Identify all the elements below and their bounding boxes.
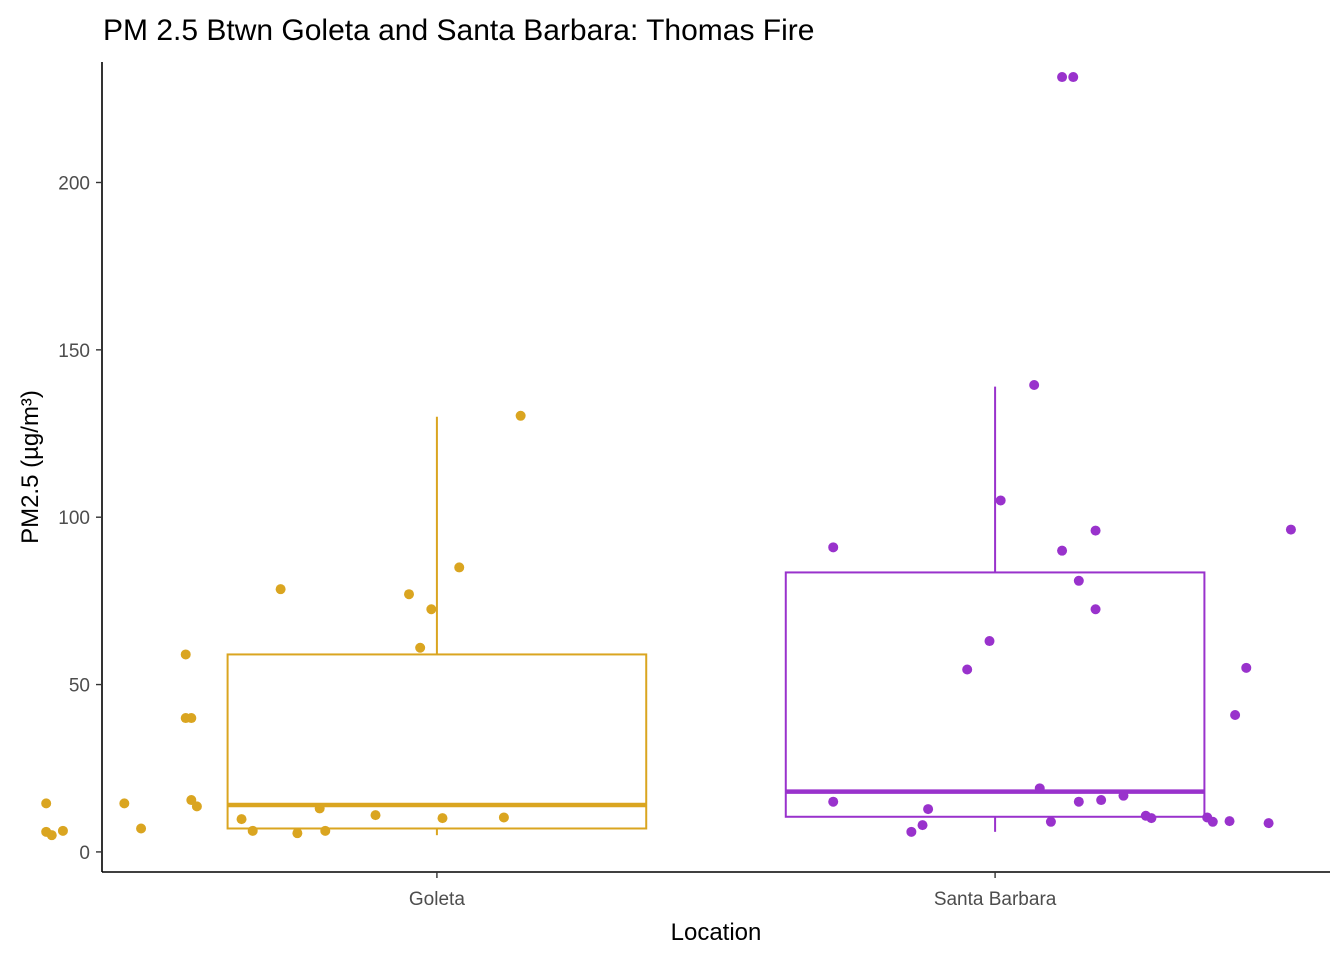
y-tick-label: 0	[79, 843, 90, 864]
data-point	[415, 642, 426, 653]
data-point	[191, 801, 202, 812]
data-point	[1241, 662, 1252, 673]
data-point	[1090, 525, 1101, 536]
data-point	[1057, 545, 1068, 556]
data-point	[906, 826, 917, 837]
data-point	[1146, 813, 1157, 824]
data-point	[247, 825, 258, 836]
data-point	[1224, 816, 1235, 827]
data-point	[119, 798, 130, 809]
data-point	[136, 823, 147, 834]
data-point	[437, 813, 448, 824]
data-point	[1285, 524, 1296, 535]
y-axis-ticks: 0 50 100 150 200	[58, 173, 102, 864]
data-point	[1073, 575, 1084, 586]
y-tick-label: 50	[69, 676, 90, 697]
data-point	[1207, 816, 1218, 827]
data-point	[828, 796, 839, 807]
data-point	[236, 814, 247, 825]
data-point	[917, 820, 928, 831]
y-tick-label: 200	[58, 173, 90, 194]
data-point	[995, 495, 1006, 506]
data-point	[828, 542, 839, 553]
data-point	[426, 604, 437, 615]
data-point	[186, 713, 197, 724]
data-point	[515, 410, 526, 421]
boxplot-santa-barbara	[784, 72, 1296, 837]
data-point	[46, 830, 57, 841]
data-point	[314, 803, 325, 814]
y-tick-label: 150	[58, 341, 90, 362]
x-axis-ticks: Goleta Santa Barbara	[409, 872, 1057, 910]
x-tick-label: Santa Barbara	[934, 889, 1057, 910]
boxplot-goleta	[41, 410, 648, 841]
data-point	[1263, 818, 1274, 829]
data-point	[923, 804, 934, 815]
data-point	[1057, 72, 1068, 83]
y-tick-label: 100	[58, 508, 90, 529]
data-point	[984, 636, 995, 647]
data-point	[1073, 796, 1084, 807]
box-iqr	[784, 571, 1206, 818]
data-point	[370, 810, 381, 821]
y-axis-title: PM2.5 (µg/m³)	[17, 390, 44, 544]
data-point	[454, 562, 465, 573]
plot-area	[41, 72, 1296, 841]
x-tick-label: Goleta	[409, 889, 465, 910]
data-point	[1118, 790, 1129, 801]
data-point	[962, 664, 973, 675]
data-point	[320, 825, 331, 836]
data-point	[1045, 816, 1056, 827]
data-point	[1029, 379, 1040, 390]
data-point	[292, 828, 303, 839]
data-point	[180, 649, 191, 660]
box-iqr	[226, 653, 648, 830]
data-point	[41, 798, 52, 809]
data-point	[275, 584, 286, 595]
data-point	[498, 812, 509, 823]
axes: 0 50 100 150 200 Goleta Santa Barbara	[58, 62, 1330, 910]
data-point	[57, 825, 68, 836]
data-point	[1096, 795, 1107, 806]
data-point	[404, 589, 414, 600]
chart-title: PM 2.5 Btwn Goleta and Santa Barbara: Th…	[103, 14, 814, 47]
data-point	[1090, 604, 1101, 615]
data-point	[1230, 710, 1241, 721]
x-axis-title: Location	[671, 919, 762, 946]
data-point	[1068, 72, 1079, 83]
data-point	[1034, 783, 1045, 794]
